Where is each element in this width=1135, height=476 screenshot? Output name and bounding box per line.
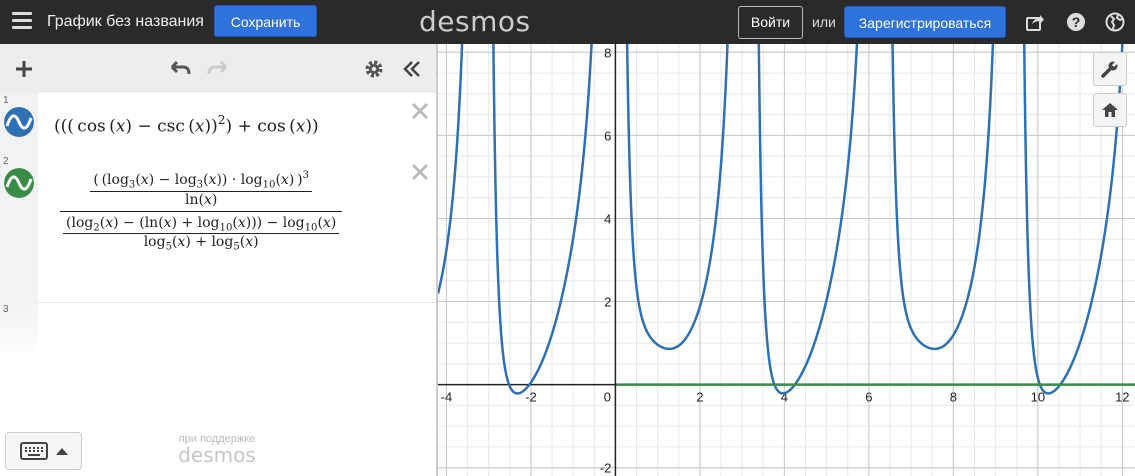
x-tick-label: 2 xyxy=(696,390,703,405)
x-tick-label: 8 xyxy=(950,390,957,405)
y-tick-label: 4 xyxy=(604,211,611,226)
x-tick-label: -2 xyxy=(525,390,537,405)
graph-visibility-icon[interactable] xyxy=(4,168,34,198)
powered-by-logo: desmos xyxy=(178,443,256,467)
keyboard-icon xyxy=(20,442,48,460)
or-label: или xyxy=(812,14,836,30)
expression-row[interactable]: 1 ((( cos (x) − csc (x))2) + cos (x)) xyxy=(0,93,436,155)
y-tick-label: -2 xyxy=(600,461,612,476)
settings-gear-icon[interactable] xyxy=(362,57,386,81)
y-tick-label: 8 xyxy=(604,45,611,60)
signup-button[interactable]: Зарегистрироваться xyxy=(844,6,1006,38)
keyboard-toggle-button[interactable] xyxy=(5,432,82,470)
powered-by-label: при поддержке xyxy=(178,433,256,445)
add-expression-icon[interactable] xyxy=(12,57,36,81)
globe-icon[interactable] xyxy=(1105,12,1125,32)
graph-visibility-icon[interactable] xyxy=(4,107,34,137)
graph-settings-button[interactable] xyxy=(1093,52,1127,86)
login-button[interactable]: Войти xyxy=(738,6,803,39)
y-tick-label: 2 xyxy=(604,295,611,310)
expression-panel: 1 ((( cos (x) − csc (x))2) + cos (x)) 2 xyxy=(0,44,436,476)
panel-divider[interactable] xyxy=(436,44,438,476)
chevron-up-icon xyxy=(56,448,68,455)
x-tick-label: -4 xyxy=(441,390,453,405)
wrench-icon xyxy=(1101,60,1119,78)
y-tick-label: 6 xyxy=(604,128,611,143)
x-tick-label: 6 xyxy=(865,390,872,405)
powered-by[interactable]: при поддержке desmos xyxy=(172,433,262,467)
x-tick-label: 0 xyxy=(604,390,611,405)
undo-icon[interactable] xyxy=(168,57,192,81)
save-button[interactable]: Сохранить xyxy=(214,5,317,37)
share-icon[interactable] xyxy=(1025,12,1045,32)
expression-gutter: 1 xyxy=(0,93,38,154)
x-tick-label: 4 xyxy=(781,390,788,405)
expression-1-math[interactable]: ((( cos (x) − csc (x))2) + cos (x)) xyxy=(54,113,319,137)
svg-text:?: ? xyxy=(1072,14,1081,30)
x-tick-label: 12 xyxy=(1115,390,1129,405)
empty-expression-row[interactable]: 3 xyxy=(0,302,38,362)
expression-toolbar xyxy=(0,44,436,94)
hamburger-menu-icon[interactable] xyxy=(12,12,32,32)
x-tick-label: 10 xyxy=(1031,390,1045,405)
expression-2-math[interactable]: ( (log3(x) − log3(x)) · log10(x) )3 ln(x… xyxy=(60,170,343,253)
delete-expression-icon[interactable] xyxy=(410,101,430,121)
collapse-panel-icon[interactable] xyxy=(400,57,424,81)
graph-title[interactable]: График без названия xyxy=(47,13,204,30)
delete-expression-icon[interactable] xyxy=(410,162,430,182)
default-zoom-button[interactable] xyxy=(1093,93,1127,127)
expression-index: 2 xyxy=(3,156,9,167)
graph-canvas[interactable]: -4 -2 0 2 4 6 8 10 12 8 6 4 2 -2 xyxy=(438,44,1135,476)
expression-gutter: 2 xyxy=(0,154,38,302)
home-icon xyxy=(1102,103,1118,117)
redo-icon[interactable] xyxy=(206,57,230,81)
expression-index: 1 xyxy=(3,95,9,106)
help-icon[interactable]: ? xyxy=(1066,12,1086,32)
expression-index: 3 xyxy=(3,304,9,315)
series-line-blue xyxy=(438,44,1124,395)
top-bar: График без названия Сохранить desmos Вой… xyxy=(0,0,1135,44)
desmos-logo: desmos xyxy=(419,5,531,38)
expression-row[interactable]: 2 ( (log3(x) − log3(x)) · log10(x) )3 ln… xyxy=(0,154,436,303)
